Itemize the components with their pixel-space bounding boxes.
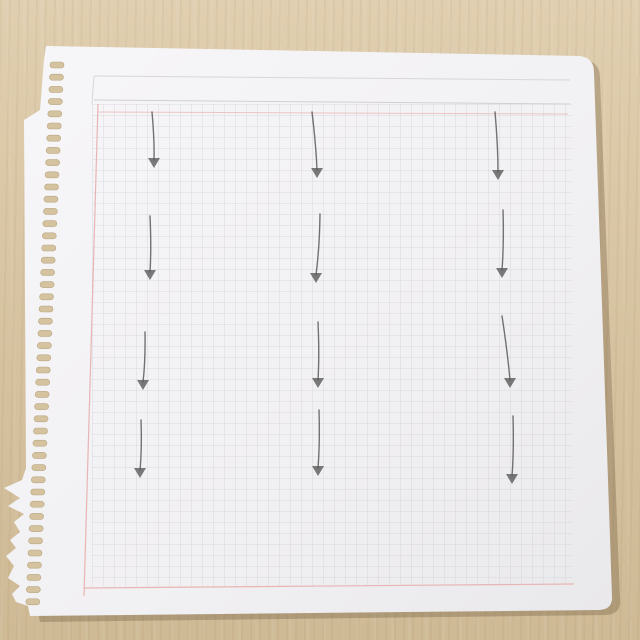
spiral-hole — [49, 73, 64, 81]
down-arrow — [496, 209, 508, 278]
down-arrow — [310, 213, 322, 283]
spiral-hole — [32, 452, 47, 459]
spiral-hole — [35, 378, 51, 386]
down-arrow — [134, 419, 146, 478]
arrow-shaft — [317, 409, 321, 469]
spiral-hole — [41, 244, 57, 252]
spiral-hole — [41, 232, 57, 240]
arrow-head — [312, 378, 324, 388]
arrow-head — [144, 270, 156, 280]
margin-line-left — [83, 103, 99, 597]
spiral-hole — [37, 342, 52, 349]
spiral-hole — [32, 439, 48, 447]
spiral-hole — [29, 500, 45, 508]
spiral-hole — [43, 195, 59, 203]
arrow-head — [134, 468, 146, 478]
down-arrow — [137, 331, 149, 390]
spiral-hole — [38, 305, 54, 313]
spiral-hole — [38, 317, 53, 325]
arrow-head — [506, 474, 518, 484]
arrow-shaft — [494, 111, 499, 173]
spiral-hole — [36, 354, 52, 362]
spiral-hole — [47, 110, 63, 118]
arrow-shaft — [501, 209, 505, 271]
arrow-head — [504, 378, 516, 388]
arrow-shaft — [511, 415, 515, 477]
spiral-hole — [29, 513, 44, 520]
grid-area — [92, 104, 572, 586]
arrow-shaft — [311, 111, 318, 171]
down-arrow — [311, 111, 323, 178]
arrow-group — [134, 111, 518, 484]
spiral-hole — [44, 171, 60, 179]
spiral-hole — [45, 159, 60, 166]
spiral-hole — [46, 122, 62, 130]
arrow-head — [137, 380, 149, 390]
down-arrow — [492, 111, 504, 180]
spiral-hole — [35, 366, 51, 374]
spiral-hole — [30, 488, 46, 496]
spiral-hole — [25, 598, 41, 606]
arrow-shaft — [501, 315, 511, 381]
down-arrow — [506, 415, 518, 484]
header-line-top — [93, 75, 571, 81]
arrow-shaft — [317, 321, 320, 381]
spiral-hole — [39, 293, 54, 301]
spiral-hole — [34, 391, 50, 398]
down-arrow — [312, 409, 324, 476]
spiral-hole — [27, 561, 42, 569]
header-line-bottom — [93, 99, 571, 105]
spiral-hole — [26, 574, 42, 581]
arrow-shaft — [315, 213, 321, 276]
spiral-hole — [30, 476, 46, 484]
spiral-hole — [33, 415, 49, 423]
spiral-hole — [28, 537, 43, 545]
spiral-hole — [34, 403, 49, 410]
arrow-head — [312, 466, 324, 476]
arrow-head — [311, 168, 323, 178]
spiral-hole — [48, 86, 64, 93]
spiral-hole — [26, 586, 41, 593]
arrow-head — [148, 158, 160, 168]
spiral-hole — [31, 464, 47, 471]
header-line-left — [91, 75, 95, 105]
down-arrow — [501, 315, 516, 388]
down-arrow — [148, 111, 160, 168]
spiral-hole — [28, 525, 44, 532]
spiral-hole — [40, 269, 55, 276]
spiral-hole — [49, 61, 65, 69]
spiral-hole — [44, 183, 59, 191]
arrow-shaft — [142, 331, 146, 383]
spiral-hole — [27, 549, 43, 557]
spiral-hole — [33, 427, 48, 435]
arrow-head — [492, 170, 504, 180]
arrow-shaft — [139, 419, 143, 471]
spiral-hole — [37, 330, 53, 337]
spiral-hole — [45, 147, 61, 154]
spiral-hole — [46, 134, 62, 142]
spiral-hole — [40, 256, 56, 264]
down-arrow — [312, 321, 324, 388]
spiral-hole — [39, 281, 55, 288]
arrow-shaft — [151, 111, 155, 161]
arrow-head — [496, 268, 508, 278]
margin-line-top — [97, 111, 569, 115]
margin-line-bottom — [83, 583, 575, 589]
spiral-hole — [43, 208, 58, 215]
down-arrow — [144, 215, 156, 280]
spiral-hole — [42, 220, 58, 227]
spiral-hole — [48, 98, 63, 105]
spiral-holes — [25, 61, 65, 606]
arrow-shaft — [149, 215, 152, 273]
arrow-head — [310, 273, 322, 283]
